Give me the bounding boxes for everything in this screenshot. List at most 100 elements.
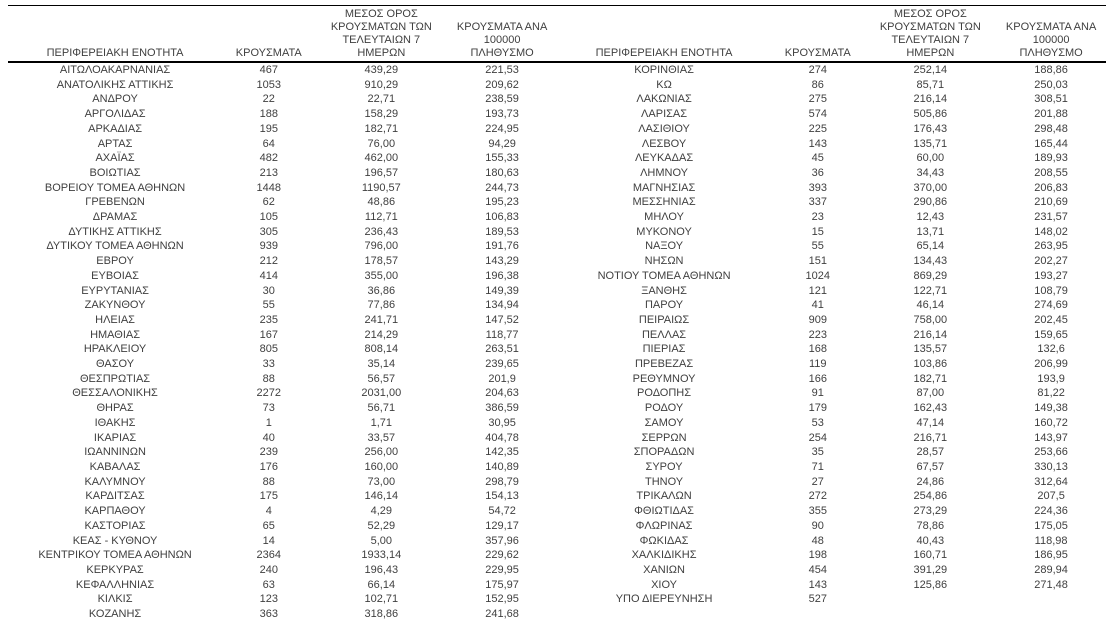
cases-cell: 4 [265,505,272,518]
table-row: ΚΕΝΤΡΙΚΟΥ ΤΟΜΕΑ ΑΘΗΝΩΝ 2364 1933,14 229,62 [8,548,557,563]
cases-cell: 240 [259,563,278,576]
avg7-cell: 78,86 [916,519,945,532]
region-cell: ΗΡΑΚΛΕΙΟΥ [83,343,147,356]
table-row: ΝΑΞΟΥ 55 65,14 263,95 [557,239,1106,254]
region-cell: ΛΑΡΙΣΑΣ [641,108,688,121]
region-cell: ΚΕΦΑΛΛΗΝΙΑΣ [75,578,155,591]
cases-cell: 40 [262,431,275,444]
per100k-cell: 404,78 [485,431,519,444]
cases-cell: 223 [808,328,827,341]
avg7-cell: 33,57 [367,431,396,444]
table-row: ΛΑΡΙΣΑΣ 574 505,86 201,88 [557,107,1106,122]
per100k-header-line2: ΠΛΗΘΥΣΜΟ [470,47,534,59]
header-row: ΠΕΡΙΦΕΡΕΙΑΚΗ ΕΝΟΤΗΤΑ ΚΡΟΥΣΜΑΤΑ ΜΕΣΟΣ ΟΡΟ… [557,6,1106,63]
per100k-cell: 118,98 [1034,534,1068,547]
table-row: ΤΗΝΟΥ 27 24,86 312,64 [557,475,1106,490]
per100k-cell: 188,86 [1034,64,1068,76]
region-cell: ΚΑΡΠΑΘΟΥ [84,505,146,518]
cases-cell: 151 [808,255,827,268]
region-cell: ΘΕΣΣΑΛΟΝΙΚΗΣ [72,387,158,400]
avg7-header-line2: ΚΡΟΥΣΜΑΤΩΝ ΤΩΝ [879,21,981,33]
per100k-cell: 175,97 [485,578,519,591]
cases-cell: 527 [808,593,827,606]
cases-cell: 53 [811,416,824,429]
avg7-header-line3: ΤΕΛΕΥΤΑΙΩΝ 7 ΗΜΕΡΩΝ [342,34,421,59]
avg7-cell: 162,43 [913,402,948,415]
cases-cell: 65 [262,519,275,532]
cases-cell: 393 [808,181,827,194]
region-cell: ΡΕΘΥΜΝΟΥ [632,372,696,385]
per100k-cell: 224,36 [1034,505,1068,518]
per100k-cell: 134,94 [485,299,519,312]
region-cell: ΝΑΞΟΥ [645,240,684,253]
avg7-cell: 1190,57 [361,181,401,194]
per100k-cell: 193,27 [1034,269,1068,282]
cases-cell: 55 [811,240,824,253]
avg7-cell [864,592,996,607]
avg7-header-line1: ΜΕΣΟΣ ΟΡΟΣ [344,8,418,20]
region-cell: ΒΟΡΕΙΟΥ ΤΟΜΕΑ ΑΘΗΝΩΝ [44,181,186,194]
per100k-cell [996,592,1106,607]
cases-cell: 48 [811,534,824,547]
per100k-cell: 155,33 [485,152,519,165]
table-row: ΘΗΡΑΣ 73 56,71 386,59 [8,401,557,416]
per100k-cell: 132,6 [1037,343,1065,356]
cases-cell: 195 [259,122,278,135]
region-cell: ΛΑΣΙΘΙΟΥ [638,122,690,135]
table-row: ΜΗΛΟΥ 23 12,43 231,57 [557,210,1106,225]
table-row: ΘΕΣΠΡΩΤΙΑΣ 88 56,57 201,9 [8,372,557,387]
per100k-cell: 209,62 [485,78,519,91]
per100k-cell: 386,59 [485,402,519,415]
cases-cell: 91 [811,387,824,400]
per100k-header-line1: ΚΡΟΥΣΜΑΤΑ ΑΝΑ 100000 [1005,21,1097,46]
cases-column-header-label: ΚΡΟΥΣΜΑΤΑ [235,47,302,59]
cases-cell: 363 [259,608,278,621]
per100k-cell: 263,95 [1034,240,1068,253]
avg7-cell: 103,86 [913,358,948,371]
cases-cell: 272 [808,490,827,503]
avg7-cell: 158,29 [364,108,399,121]
region-cell: ΙΩΑΝΝΙΝΩΝ [84,446,146,459]
avg7-cell: 4,29 [370,505,393,518]
region-cell: ΑΡΤΑΣ [97,137,133,150]
cases-cell: 254 [808,431,827,444]
region-cell: ΦΘΙΩΤΙΔΑΣ [634,505,694,518]
region-cell: ΚΟΡΙΝΘΙΑΣ [634,64,694,76]
cases-cell: 15 [811,225,824,238]
avg7-cell: 910,29 [364,78,399,91]
cases-cell: 198 [808,549,827,562]
header-row: ΠΕΡΙΦΕΡΕΙΑΚΗ ΕΝΟΤΗΤΑ ΚΡΟΥΣΜΑΤΑ ΜΕΣΟΣ ΟΡΟ… [8,6,557,63]
per100k-cell: 231,57 [1034,211,1068,224]
table-row: ΚΕΦΑΛΛΗΝΙΑΣ 63 66,14 175,97 [8,578,557,593]
table-row: ΘΕΣΣΑΛΟΝΙΚΗΣ 2272 2031,00 204,63 [8,386,557,401]
table-row: ΚΑΛΥΜΝΟΥ 88 73,00 298,79 [8,475,557,490]
cases-cell: 1448 [256,181,282,194]
region-cell: ΤΗΝΟΥ [644,475,684,488]
avg7-cell: 135,71 [913,137,948,150]
per100k-cell: 159,65 [1034,328,1068,341]
per100k-cell: 186,95 [1034,549,1068,562]
table-row: ΚΕΑΣ - ΚΥΘΝΟΥ 14 5,00 357,96 [8,534,557,549]
avg7-cell: 808,14 [364,343,399,356]
avg7-cell: 46,14 [916,299,945,312]
avg7-cell: 125,86 [913,578,948,591]
table-row: ΕΥΡΥΤΑΝΙΑΣ 30 36,86 149,39 [8,284,557,299]
region-cell: ΧΙΟΥ [651,578,678,591]
avg7-cell: 135,57 [913,343,948,356]
cases-cell: 45 [811,152,824,165]
per100k-cell: 241,68 [485,608,519,621]
per100k-cell: 298,79 [485,475,519,488]
table-row: ΜΕΣΣΗΝΙΑΣ 337 290,86 210,69 [557,195,1106,210]
table-body-left: ΑΙΤΩΛΟΑΚΑΡΝΑΝΙΑΣ 467 439,29 221,53 ΑΝΑΤΟΛΙΚΗ… [8,62,557,621]
cases-cell: 1053 [256,78,282,91]
region-cell: ΥΠΟ ΔΙΕΡΕΥΝΗΣΗ [615,593,713,606]
table-row: ΠΕΛΛΑΣ 223 216,14 159,65 [557,328,1106,343]
region-cell: ΧΑΛΚΙΔΙΚΗΣ [631,549,697,562]
per100k-cell: 118,77 [485,328,519,341]
table-row: ΔΥΤΙΚΗΣ ΑΤΤΙΚΗΣ 305 236,43 189,53 [8,225,557,240]
avg7-cell: 370,00 [913,181,948,194]
per100k-cell: 142,35 [485,446,519,459]
table-row: ΧΙΟΥ 143 125,86 271,48 [557,578,1106,593]
region-cell: ΡΟΔΟΠΗΣ [637,387,692,400]
avg7-cell: 122,71 [913,284,948,297]
